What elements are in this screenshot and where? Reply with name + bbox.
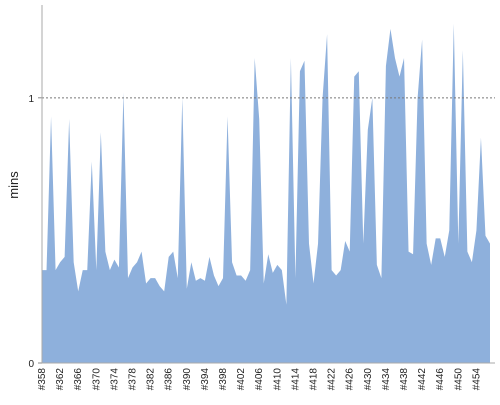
y-tick-label: 0 xyxy=(28,359,34,370)
x-tick-label: #370 xyxy=(91,368,102,391)
y-tick-label: 1 xyxy=(28,94,34,105)
x-tick-label: #438 xyxy=(399,368,410,391)
x-tick-label: #446 xyxy=(435,368,446,391)
x-tick-label: #414 xyxy=(290,368,301,391)
area xyxy=(42,23,490,364)
x-tick-label: #394 xyxy=(200,368,211,391)
x-tick-label: #378 xyxy=(128,368,139,391)
x-tick-label: #398 xyxy=(218,368,229,391)
x-tick-label: #390 xyxy=(182,368,193,391)
x-tick-label: #358 xyxy=(37,368,48,391)
x-tick-label: #442 xyxy=(417,368,428,391)
y-axis-label: mins xyxy=(6,171,21,199)
x-tick-label: #434 xyxy=(381,368,392,391)
x-tick-label: #410 xyxy=(272,368,283,391)
x-tick-label: #450 xyxy=(453,368,464,391)
x-tick-label: #418 xyxy=(309,368,320,391)
x-tick-label: #386 xyxy=(164,368,175,391)
x-tick-label: #454 xyxy=(471,368,482,391)
x-tick-label: #406 xyxy=(254,368,265,391)
x-tick-label: #422 xyxy=(327,368,338,391)
x-tick-label: #430 xyxy=(363,368,374,391)
x-tick-label: #426 xyxy=(345,368,356,391)
x-tick-label: #362 xyxy=(55,368,66,391)
x-tick-label: #366 xyxy=(73,368,84,391)
x-tick-label: #402 xyxy=(236,368,247,391)
x-tick-label: #374 xyxy=(109,368,120,391)
x-tick-label: #382 xyxy=(146,368,157,391)
